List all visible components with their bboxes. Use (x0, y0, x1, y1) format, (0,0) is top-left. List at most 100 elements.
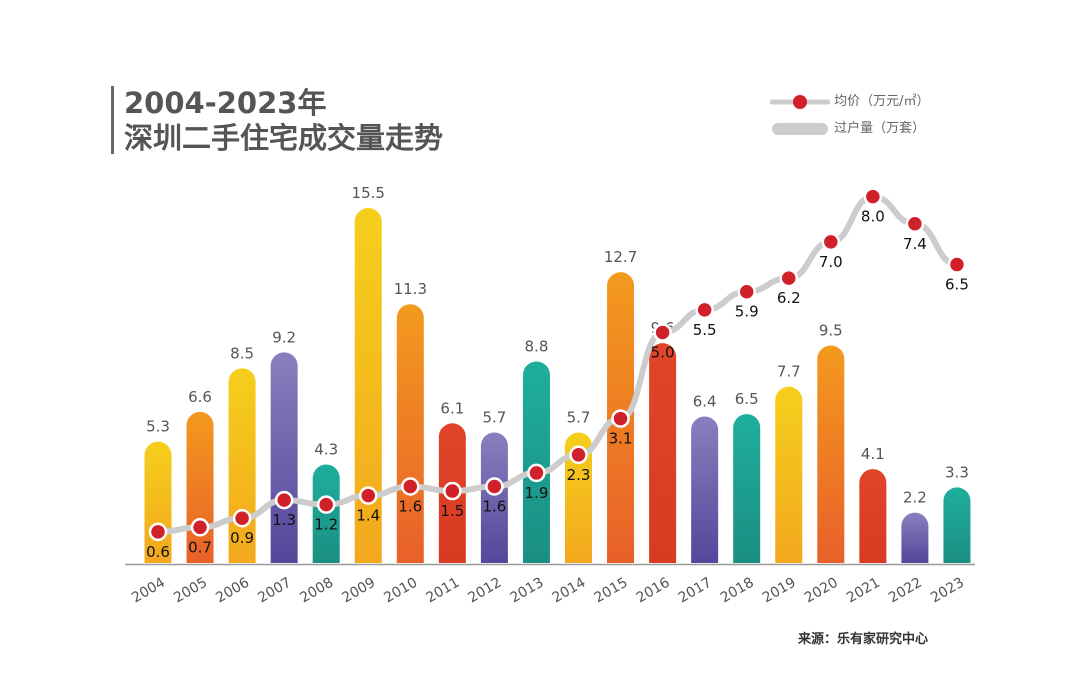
x-tick-label: 2020 (802, 575, 841, 607)
x-tick-label: 2022 (886, 575, 925, 607)
bar-2013[interactable] (522, 361, 550, 563)
price-value-label: 5.0 (651, 344, 675, 362)
price-value-label: 1.6 (482, 498, 506, 516)
bar-value-label: 5.7 (567, 408, 591, 426)
x-tick-label: 2018 (718, 575, 757, 607)
price-point-2021[interactable] (863, 187, 883, 206)
legend-label-volume: 过户量（万套） (834, 121, 926, 136)
price-point-2009[interactable] (359, 486, 378, 505)
price-value-label: 1.6 (398, 498, 422, 516)
bar-value-label: 6.5 (735, 390, 759, 408)
price-point-2010[interactable] (401, 477, 420, 496)
legend-bar-icon (772, 122, 828, 135)
price-value-label: 0.9 (230, 529, 254, 547)
price-value-label: 2.3 (567, 466, 591, 484)
legend-item-price[interactable]: 均价（万元/㎡） (769, 90, 930, 111)
bar-value-label: 5.7 (482, 408, 506, 426)
price-value-label: 5.5 (693, 321, 717, 339)
bar-2010[interactable] (396, 304, 424, 563)
bar-value-label: 4.3 (314, 441, 338, 459)
price-point-2013[interactable] (527, 463, 546, 483)
bar-2017[interactable] (691, 416, 719, 563)
price-point-2022[interactable] (905, 214, 925, 234)
x-tick-label: 2005 (171, 575, 210, 607)
x-tick-label: 2023 (928, 575, 967, 607)
price-value-label: 6.5 (945, 276, 969, 294)
price-point-2023[interactable] (947, 255, 967, 274)
bar-2014[interactable] (565, 432, 592, 563)
legend-line-icon (769, 94, 831, 109)
x-tick-label: 2006 (213, 575, 252, 607)
price-value-label: 5.9 (735, 303, 759, 321)
bar-2023[interactable] (943, 487, 971, 563)
price-value-label: 1.3 (272, 511, 296, 529)
x-tick-label: 2007 (255, 575, 294, 607)
x-tick-label: 2004 (129, 575, 168, 607)
price-point-2004[interactable] (148, 522, 168, 542)
price-value-label: 7.4 (903, 235, 927, 253)
bar-2020[interactable] (817, 345, 845, 563)
price-point-2012[interactable] (485, 477, 504, 496)
bar-2016[interactable] (649, 343, 677, 563)
bar-2012[interactable] (480, 432, 508, 563)
x-tick-label: 2017 (676, 575, 715, 607)
bar-value-label: 6.1 (440, 399, 464, 417)
legend-item-volume[interactable]: 过户量（万套） (770, 117, 925, 138)
bar-2007[interactable] (270, 352, 298, 563)
x-tick-label: 2009 (339, 575, 378, 607)
price-point-2016[interactable] (653, 323, 672, 342)
bar-value-label: 6.6 (188, 388, 212, 406)
price-value-label: 3.1 (609, 430, 633, 448)
x-tick-label: 2021 (844, 575, 883, 607)
x-tick-label: 2010 (381, 575, 420, 607)
bar-value-label: 5.3 (146, 418, 170, 436)
source-note: 来源：乐有家研究中心 (798, 632, 929, 647)
price-point-2007[interactable] (274, 490, 294, 510)
bar-value-label: 9.2 (272, 328, 296, 346)
price-point-2008[interactable] (316, 495, 336, 514)
price-value-label: 8.0 (861, 208, 885, 226)
bar-value-label: 7.7 (777, 363, 801, 381)
price-point-2018[interactable] (737, 282, 756, 301)
x-tick-label: 2015 (592, 575, 631, 607)
bar-2022[interactable] (901, 512, 929, 563)
price-point-2019[interactable] (779, 268, 798, 288)
price-point-2014[interactable] (569, 445, 588, 465)
title-accent (111, 86, 114, 154)
x-tick-label: 2019 (760, 575, 799, 607)
bar-value-label: 9.5 (819, 321, 843, 339)
price-value-label: 0.7 (188, 538, 212, 556)
legend-label-price: 均价（万元/㎡） (834, 94, 930, 109)
bar-2019[interactable] (775, 386, 803, 563)
price-value-label: 1.2 (314, 516, 338, 534)
x-tick-label: 2008 (297, 575, 336, 607)
x-tick-label: 2011 (423, 575, 462, 607)
price-point-2005[interactable] (190, 518, 210, 537)
price-point-2017[interactable] (695, 300, 714, 320)
price-value-label: 1.5 (440, 502, 464, 520)
bar-value-label: 6.4 (693, 392, 717, 410)
x-tick-label: 2014 (550, 575, 589, 607)
bar-2009[interactable] (354, 208, 382, 564)
price-value-label: 0.6 (146, 543, 170, 561)
price-value-label: 1.4 (356, 507, 380, 525)
x-tick-label: 2013 (508, 575, 547, 607)
price-point-2015[interactable] (611, 409, 630, 428)
price-point-2006[interactable] (232, 508, 252, 528)
bar-2018[interactable] (733, 414, 761, 563)
x-tick-label: 2012 (466, 575, 505, 607)
bar-value-label: 12.7 (604, 248, 637, 266)
bar-value-label: 4.1 (861, 445, 885, 463)
price-value-label: 1.9 (525, 484, 549, 502)
chart-subtitle: 深圳二手住宅成交量走势 (124, 121, 444, 155)
bar-2021[interactable] (859, 469, 887, 563)
price-point-2020[interactable] (821, 232, 841, 252)
bar-value-label: 11.3 (394, 280, 427, 298)
price-value-label: 7.0 (819, 253, 843, 271)
price-point-2011[interactable] (443, 481, 462, 501)
price-value-label: 6.2 (777, 289, 801, 307)
bar-value-label: 15.5 (352, 184, 385, 202)
bar-value-label: 3.3 (945, 463, 969, 481)
